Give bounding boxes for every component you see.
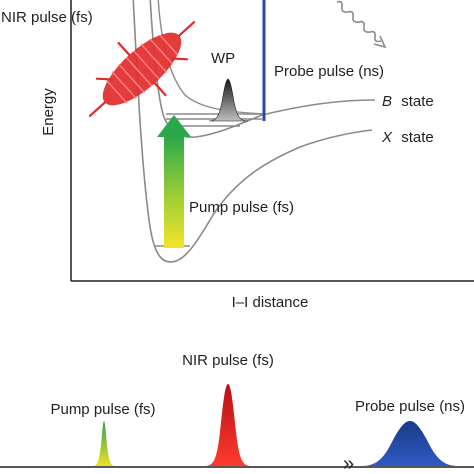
pump-arrow-shaft [164,136,184,248]
pump-pulse-label: Pump pulse (fs) [189,199,294,216]
fluorescence-arrow-head-icon [373,35,387,49]
sequence-pump-pulse-shape [92,421,116,466]
x-state-label: X state [381,129,434,146]
nir-pulse-icon [88,21,196,117]
x-state-curve [132,0,373,263]
pump-arrow-head [157,115,191,137]
time-delay-marker: » [343,453,354,474]
x-axis-label: I–I distance [232,294,309,311]
probe-pulse-label: Probe pulse (ns) [274,63,384,80]
wavepacket-label: WP [211,50,235,67]
sequence-probe-pulse-shape [362,421,458,466]
sequence-nir-pulse-shape [205,384,251,466]
b-state-letter: B [382,93,392,110]
fluorescence-squiggle-icon [336,0,382,43]
wavepacket-shape [208,78,249,122]
b-state-label: B state [382,93,434,110]
x-state-word: state [401,129,434,146]
x-state-letter: X [381,129,393,146]
b-state-word: state [401,93,434,110]
nir-pulse-label: NIR pulse (fs) [1,9,93,26]
y-axis-label: Energy [40,88,57,136]
sequence-probe-label: Probe pulse (ns) [355,398,465,415]
sequence-nir-label: NIR pulse (fs) [182,352,274,369]
sequence-pump-label: Pump pulse (fs) [50,401,155,418]
